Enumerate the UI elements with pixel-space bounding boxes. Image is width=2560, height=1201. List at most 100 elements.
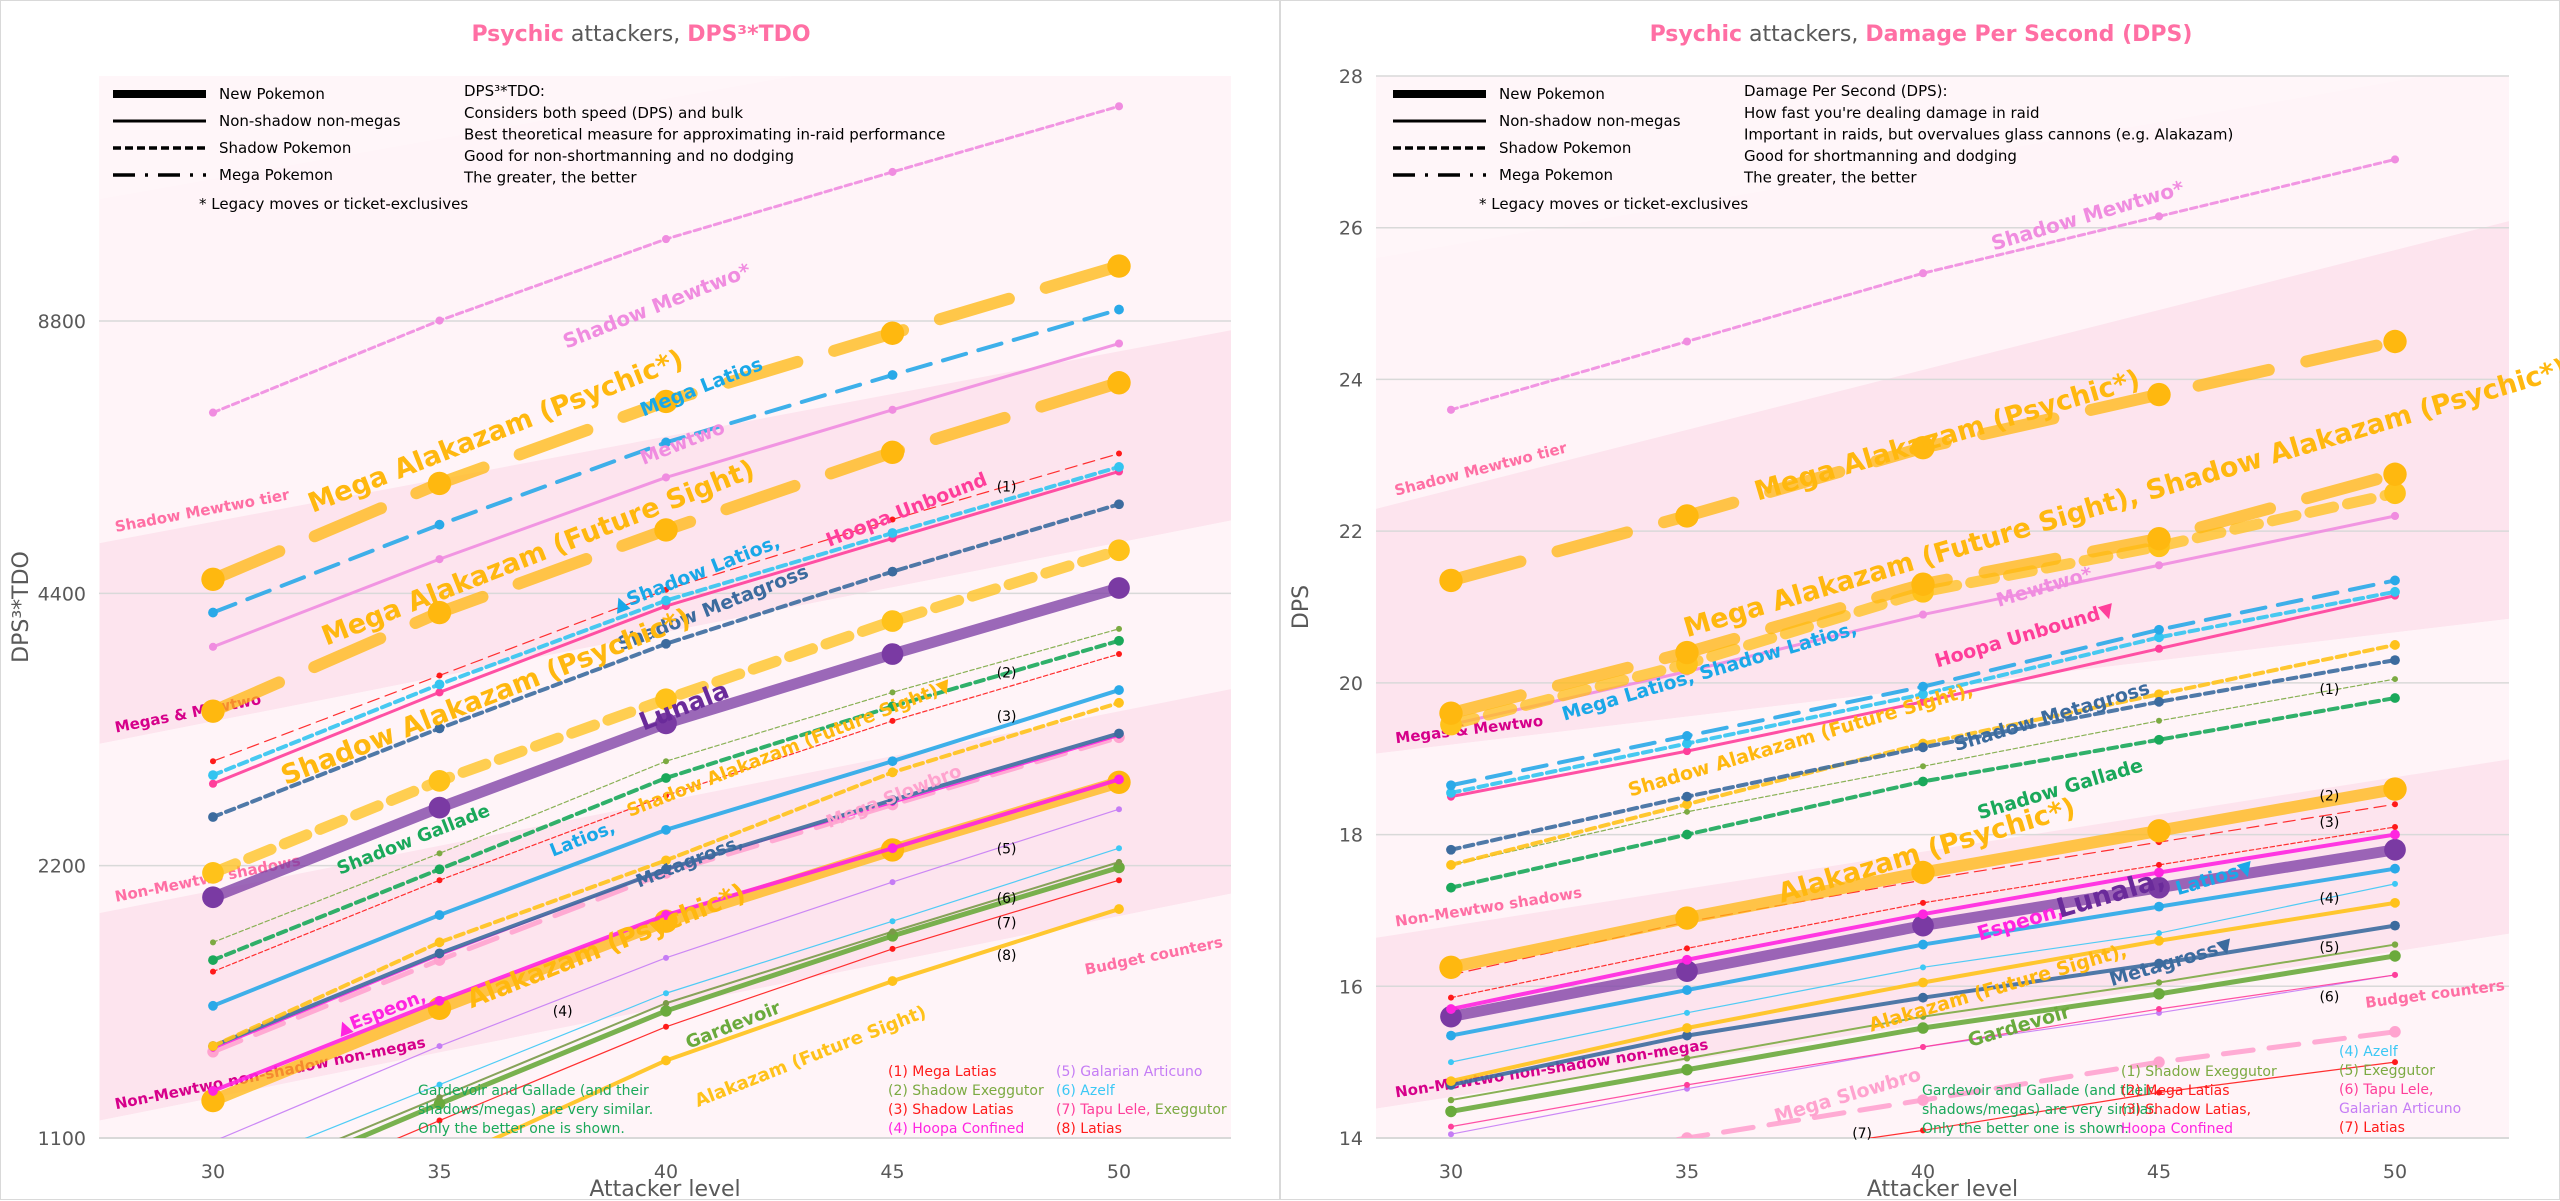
series-label: (5): [2319, 940, 2339, 956]
data-point: [1918, 689, 1928, 700]
data-point: [433, 1098, 446, 1110]
data-point: [1918, 776, 1928, 787]
legend-label: Mega Pokemon: [219, 166, 333, 184]
series-label: (7): [1852, 1126, 1872, 1142]
x-tick-label: 40: [654, 1161, 678, 1183]
series-shadow-metagross: [208, 499, 1124, 822]
data-point: [2390, 920, 2400, 931]
footnote-line: shadows/megas) are very similar.: [418, 1102, 653, 1118]
data-point: [436, 1094, 443, 1101]
data-point: [1448, 1123, 1454, 1130]
y-tick-label: 20: [1339, 673, 1363, 695]
data-point: [2153, 1056, 2165, 1068]
title-part: attackers,: [564, 22, 687, 47]
data-point: [434, 995, 445, 1006]
series-espeon: [208, 774, 1124, 1096]
data-point: [887, 843, 898, 854]
data-point: [887, 976, 898, 986]
key-entry-part: (3) Shadow Latias: [888, 1102, 1014, 1118]
legend-label: Non-shadow non-megas: [219, 112, 401, 130]
data-point: [1446, 1030, 1456, 1041]
key-entry-part: (5) Exeggutor: [2339, 1063, 2435, 1079]
data-point: [1439, 701, 1463, 725]
data-point: [880, 321, 905, 345]
footnote-line: Gardevoir and Gallade (and their: [418, 1083, 649, 1099]
series-label: (1): [2319, 682, 2339, 698]
legend-label: Shadow Pokemon: [1499, 139, 1631, 157]
data-point: [661, 773, 671, 783]
data-point: [1682, 1023, 1692, 1033]
series-shadow-mewtwo: [208, 102, 1124, 417]
y-tick-label: 1100: [38, 1128, 86, 1150]
data-point: [1682, 954, 1692, 965]
series-shadow-alakazam-psychic: [202, 539, 1130, 884]
data-point: [434, 910, 445, 920]
data-point: [661, 824, 671, 835]
y-tick-label: 28: [1339, 66, 1363, 88]
series-group: [1439, 155, 2407, 1138]
data-point: [1446, 882, 1456, 893]
data-point: [2390, 863, 2400, 874]
data-point: [435, 555, 444, 564]
series-shadow-latias: [1448, 823, 2398, 1001]
key-entry-part: (3) Shadow Latias,: [2121, 1102, 2251, 1118]
data-point: [887, 566, 898, 577]
data-point: [887, 370, 898, 380]
data-point: [654, 389, 678, 414]
series-shadow-exeggutor: [210, 625, 1122, 946]
key-entry-part: (6) Tapu Lele,: [2339, 1082, 2433, 1098]
series-gardevoir: [352, 861, 1125, 1138]
data-point: [1684, 1081, 1690, 1088]
series-line: [1449, 157, 2397, 412]
data-point: [1911, 860, 1935, 885]
data-point: [889, 717, 896, 724]
key-entry-part: (2) Shadow Exeggutor: [888, 1083, 1044, 1099]
series-mewtwo: [208, 339, 1124, 651]
key-entry-part: Hoopa Confined: [2121, 1121, 2233, 1137]
data-point: [661, 437, 671, 448]
legend-footnote: * Legacy moves or ticket-exclusives: [1479, 195, 1748, 213]
series-label: (2): [2319, 788, 2339, 804]
data-point: [1114, 635, 1124, 646]
data-point: [201, 1088, 225, 1113]
y-tick-label: 2200: [38, 856, 86, 878]
data-point: [880, 440, 905, 465]
data-point: [208, 607, 218, 618]
data-point: [1448, 994, 1454, 1001]
legend: New Pokemon Non-shadow non-megas Shadow Po…: [1393, 82, 2233, 213]
key-entry-part: (1) Mega Latias: [888, 1064, 997, 1080]
series-alakazam-future-sight: [491, 904, 1124, 1138]
series-label: (3): [2319, 815, 2339, 831]
key-entry: (1) Shadow Exeggutor: [2121, 1064, 2277, 1080]
x-tick-label: 30: [201, 1161, 225, 1183]
data-point: [201, 567, 225, 591]
data-point: [1114, 728, 1124, 739]
x-tick-label: 40: [1911, 1161, 1935, 1183]
chart-dps3tdo: 1100 2200 4400 8800 30 35 40 45 50 Attacker level…: [9, 22, 1231, 1201]
data-point: [436, 1081, 443, 1088]
chart-panel-dps3tdo: 1100 2200 4400 8800 30 35 40 45 50 Attacker level…: [0, 0, 1280, 1201]
data-point: [887, 795, 898, 805]
data-point: [1446, 787, 1456, 798]
legend-description-line: The greater, the better: [1743, 169, 1917, 187]
data-point: [1675, 640, 1699, 665]
data-point: [1918, 939, 1928, 950]
data-point: [210, 939, 216, 946]
key-entry: (3) Shadow Latias,: [2121, 1102, 2251, 1118]
data-point: [1114, 904, 1124, 914]
data-point: [2153, 988, 2165, 1000]
key-entry-part: Galarian Articuno: [2339, 1101, 2461, 1117]
data-point: [1676, 960, 1698, 982]
data-point: [1446, 1076, 1456, 1087]
data-point: [1684, 808, 1690, 815]
data-point: [1115, 858, 1123, 866]
data-point: [436, 850, 443, 857]
data-point: [1911, 572, 1935, 596]
data-point: [655, 712, 677, 735]
data-point: [208, 642, 218, 651]
data-point: [208, 779, 218, 788]
data-point: [1675, 504, 1699, 528]
tier-band-megas-mewtwo: [1376, 221, 2509, 754]
data-point: [1114, 304, 1124, 315]
data-point: [1448, 1059, 1454, 1066]
